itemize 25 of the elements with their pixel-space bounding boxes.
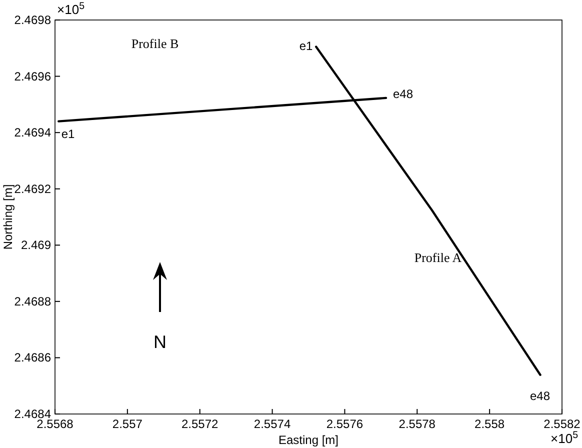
x-tick-label: 2.558 <box>474 417 505 431</box>
y-tick-label: 2.4696 <box>14 69 52 84</box>
x-tick-label: 2.557 <box>112 417 143 431</box>
annotation: e48 <box>392 87 414 101</box>
y-tick-label: 2.4698 <box>14 13 52 27</box>
x-tick-label: 2.5582 <box>544 417 581 431</box>
annotation: e1 <box>61 127 75 141</box>
y-axis-title: Northing [m] <box>1 184 15 250</box>
annotation: N <box>154 332 166 352</box>
y-tick-label: 2.4686 <box>14 350 52 365</box>
annotation: Profile A <box>414 250 462 265</box>
x-tick-label: 2.5572 <box>182 417 219 431</box>
y-tick-label: 2.4688 <box>14 294 52 308</box>
x-tick-label: 2.5574 <box>254 417 291 431</box>
y-tick-label: 2.4692 <box>14 182 52 196</box>
annotation: Profile B <box>131 36 179 51</box>
x-tick-label: 2.5576 <box>326 417 364 431</box>
x-tick-label: 2.5578 <box>398 417 436 431</box>
x-axis-title: Easting [m] <box>278 433 339 447</box>
y-tick-label: 2.4694 <box>14 126 52 140</box>
text: ×10$^{5}$ <box>57 0 86 17</box>
text: ×10$^{5}$ <box>550 430 579 446</box>
annotation: e48 <box>530 389 550 403</box>
y-tick-label: 2.469 <box>20 238 52 252</box>
annotation: e1 <box>299 39 313 53</box>
